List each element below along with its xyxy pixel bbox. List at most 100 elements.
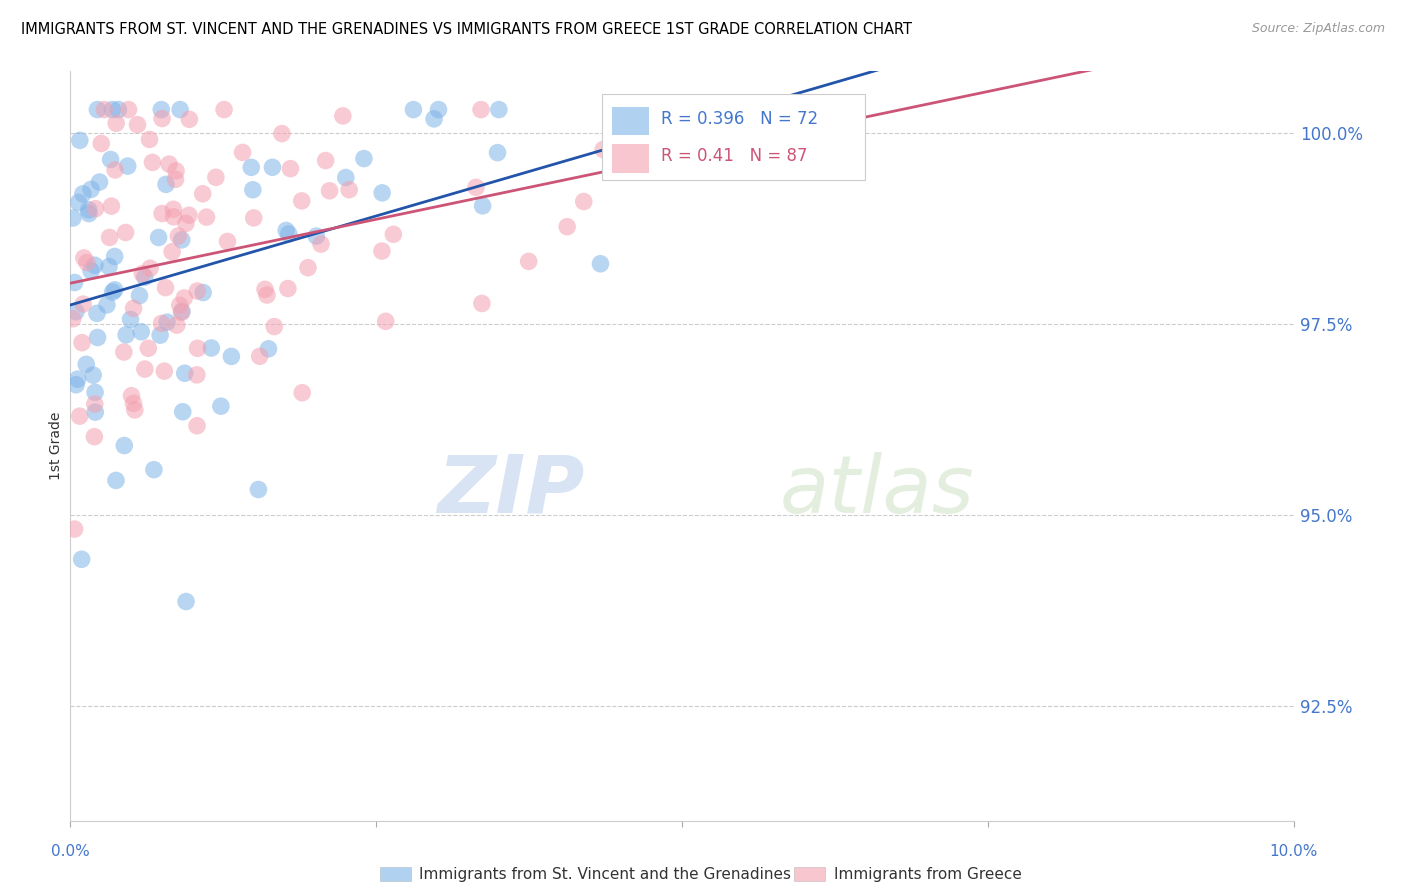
Point [170,305,193,319]
Point [276,223,298,237]
Point [72,186,94,201]
Point [101,103,124,117]
Point [470,103,492,117]
Point [247,483,270,497]
Point [187,341,209,355]
Point [100,153,122,167]
Point [107,103,129,117]
Point [104,283,127,297]
Point [177,208,200,222]
Point [104,163,127,178]
Point [277,227,299,241]
Point [280,161,302,176]
Point [165,164,187,178]
Point [114,226,136,240]
Point [166,318,188,332]
Point [382,227,405,242]
Point [150,103,173,117]
Text: ZIP: ZIP [437,452,583,530]
Point [332,109,354,123]
Point [232,145,254,160]
Point [353,152,375,166]
Point [337,183,360,197]
Point [80,182,103,196]
Point [427,103,450,117]
Point [89,175,111,189]
Point [69,409,91,424]
Point [63,276,86,290]
Point [62,211,84,225]
Point [186,418,208,433]
Point [73,251,96,265]
Point [191,186,214,201]
Text: IMMIGRANTS FROM ST. VINCENT AND THE GRENADINES VS IMMIGRANTS FROM GREECE 1ST GRA: IMMIGRANTS FROM ST. VINCENT AND THE GREN… [21,22,912,37]
Point [83,430,105,444]
Point [72,297,94,311]
Point [195,210,218,224]
Point [249,349,271,363]
Point [242,211,264,225]
Point [200,341,222,355]
Point [93,103,115,117]
Text: 0.0%: 0.0% [51,844,90,859]
Point [156,315,179,329]
Point [488,103,510,117]
Point [471,199,494,213]
Point [157,157,180,171]
Point [148,230,170,244]
Point [179,112,201,127]
Point [101,285,124,299]
Point [65,304,87,318]
Point [242,183,264,197]
Point [371,244,394,258]
FancyBboxPatch shape [612,144,650,172]
Point [174,594,197,608]
Point [517,254,540,268]
Point [80,264,103,278]
Point [263,319,285,334]
Point [291,385,314,400]
Point [318,184,340,198]
Point [205,170,228,185]
Point [335,170,357,185]
Point [162,202,184,217]
Y-axis label: 1st Grade: 1st Grade [49,412,63,480]
Point [167,229,190,244]
Text: R = 0.41   N = 87: R = 0.41 N = 87 [661,147,807,165]
Point [104,250,127,264]
Text: Immigrants from Greece: Immigrants from Greece [834,867,1022,881]
Point [98,260,121,274]
Point [253,282,276,296]
Point [75,357,97,371]
Point [402,103,425,117]
Point [82,368,104,383]
Point [86,306,108,320]
Point [69,133,91,147]
Point [117,159,139,173]
Point [173,291,195,305]
Point [128,288,150,302]
Point [104,474,127,488]
Point [169,103,191,117]
Point [117,103,139,117]
Point [65,377,87,392]
Point [150,206,173,220]
Point [84,385,107,400]
Point [221,350,243,364]
Point [134,270,156,285]
Point [84,405,107,419]
Point [138,132,160,146]
Point [112,439,135,453]
Point [70,552,93,566]
Point [172,405,194,419]
Point [297,260,319,275]
Point [63,522,86,536]
Point [212,103,235,117]
FancyBboxPatch shape [602,94,866,180]
Point [193,285,215,300]
Point [315,153,337,168]
Point [155,280,177,294]
Point [131,267,153,281]
Point [589,257,612,271]
Point [153,364,176,378]
